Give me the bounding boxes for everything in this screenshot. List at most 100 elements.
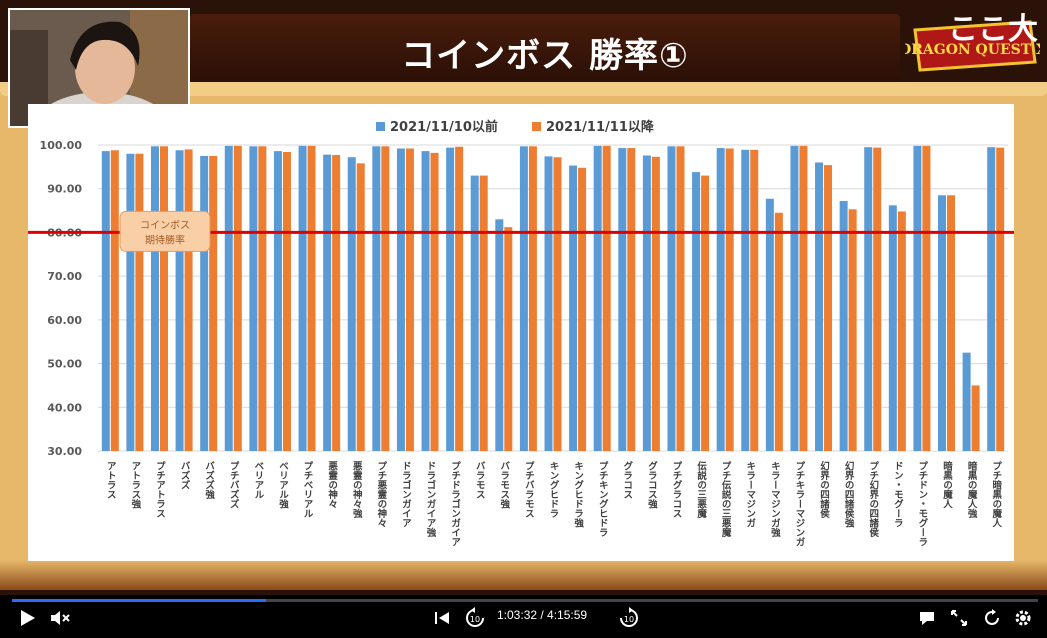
slide-title: コインボス 勝率① bbox=[401, 36, 689, 76]
callout-line2: 期待勝率 bbox=[145, 233, 185, 246]
callout-line1: コインボス bbox=[140, 219, 190, 231]
bar-after bbox=[159, 146, 168, 451]
legend-swatch bbox=[376, 122, 385, 131]
seek-back-button[interactable]: 10 bbox=[464, 607, 486, 634]
x-category-label: バラモス強 bbox=[498, 461, 510, 509]
x-category-label: プチキングヒドラ bbox=[597, 460, 609, 537]
volume-muted-icon bbox=[51, 611, 70, 625]
play-button[interactable] bbox=[18, 609, 36, 632]
corner-overlay-text: ここ大 bbox=[948, 12, 1038, 47]
x-category-label: プチドラゴンガイア bbox=[449, 460, 461, 546]
bar-after bbox=[258, 146, 267, 451]
bar-before bbox=[347, 157, 356, 452]
refresh-button[interactable] bbox=[982, 608, 1002, 633]
x-category-label: プチバラモス bbox=[523, 460, 535, 518]
logo-text: DRAGON QUEST X bbox=[905, 42, 1040, 58]
x-category-label: ドン・モグーラ bbox=[892, 461, 904, 528]
x-category-label: グラコス強 bbox=[646, 460, 658, 509]
x-category-label: キラーマジンガ強 bbox=[769, 461, 781, 538]
bar-before bbox=[888, 205, 897, 451]
player-controls bbox=[0, 595, 1047, 638]
x-category-label: キラーマジンガ bbox=[744, 461, 756, 528]
progress-bar[interactable] bbox=[12, 599, 1038, 602]
y-tick-label: 40.00 bbox=[47, 401, 82, 414]
x-category-label: グラコス bbox=[621, 460, 633, 499]
bar-after bbox=[651, 156, 660, 451]
bar-after bbox=[922, 145, 931, 452]
progress-fill bbox=[12, 599, 267, 602]
bar-before bbox=[396, 148, 405, 452]
bar-after bbox=[209, 155, 218, 451]
bar-before bbox=[249, 146, 258, 451]
x-category-label: 悪霊の神々 bbox=[326, 461, 338, 509]
parchment-bottom-edge bbox=[0, 560, 1047, 590]
bar-after bbox=[947, 195, 956, 451]
bar-after bbox=[553, 157, 562, 452]
bar-after bbox=[332, 155, 341, 451]
x-category-label: 幻界の四諸侯強 bbox=[843, 460, 855, 528]
bar-after bbox=[676, 146, 685, 451]
x-category-label: キングヒドラ bbox=[548, 461, 560, 518]
bar-before bbox=[224, 145, 233, 452]
bar-after bbox=[750, 149, 759, 451]
replay-10-icon: 10 bbox=[466, 607, 484, 627]
bar-after bbox=[504, 227, 513, 451]
bar-after bbox=[799, 145, 808, 452]
bar-before bbox=[298, 145, 307, 452]
previous-button[interactable] bbox=[433, 609, 451, 632]
bar-after bbox=[282, 151, 291, 451]
x-category-label: プチ伝説の三悪魔 bbox=[720, 460, 733, 538]
bar-before bbox=[495, 219, 504, 451]
refresh-icon bbox=[985, 609, 999, 625]
bar-after bbox=[774, 212, 783, 451]
bar-before bbox=[618, 148, 627, 451]
y-tick-label: 70.00 bbox=[47, 270, 82, 283]
x-category-label: プチキラーマジンガ bbox=[793, 460, 805, 547]
bar-after bbox=[135, 153, 144, 451]
x-category-label: アトラス強 bbox=[129, 461, 141, 509]
fullscreen-button[interactable] bbox=[950, 609, 968, 632]
seek-forward-button[interactable]: 10 bbox=[618, 607, 640, 634]
x-category-label: アトラス bbox=[105, 461, 117, 499]
bar-after bbox=[824, 165, 833, 451]
bar-before bbox=[938, 195, 947, 451]
bar-after bbox=[356, 163, 365, 452]
bar-before bbox=[962, 352, 971, 451]
y-tick-label: 100.00 bbox=[40, 139, 83, 152]
seek-forward-label: 10 bbox=[624, 615, 634, 624]
bar-after bbox=[184, 149, 193, 451]
forward-10-icon: 10 bbox=[620, 607, 638, 627]
legend-label: 2021/11/11以降 bbox=[546, 119, 655, 135]
bar-before bbox=[913, 145, 922, 452]
expected-win-rate-callout bbox=[119, 210, 211, 252]
bar-before bbox=[642, 155, 651, 451]
bar-before bbox=[790, 145, 799, 452]
video-frame[interactable]: コインボス 勝率① DRAGON QUEST X ここ大 30.00 40.00 5… bbox=[0, 0, 1047, 595]
title-banner: コインボス 勝率① bbox=[190, 14, 900, 82]
x-category-label: 幻界の四諸侯 bbox=[818, 460, 830, 519]
bar-after bbox=[381, 146, 390, 451]
y-tick-label: 30.00 bbox=[47, 445, 82, 458]
bar-before bbox=[815, 162, 824, 451]
bar-after bbox=[602, 145, 611, 452]
bar-before bbox=[175, 150, 184, 451]
bar-after bbox=[578, 167, 587, 451]
chat-button[interactable] bbox=[919, 610, 935, 631]
bar-before bbox=[519, 146, 528, 451]
legend-label: 2021/11/10以前 bbox=[390, 119, 498, 135]
bar-before bbox=[741, 149, 750, 451]
parchment-top-edge bbox=[0, 82, 1047, 96]
bar-before bbox=[150, 146, 159, 451]
x-category-label: プチ幻界の四諸侯 bbox=[867, 460, 879, 538]
bar-before bbox=[101, 151, 110, 451]
x-category-label: ベリアル bbox=[252, 461, 264, 499]
bar-before bbox=[323, 154, 332, 452]
x-category-label: バズズ bbox=[179, 461, 191, 490]
bar-after bbox=[455, 146, 464, 451]
x-category-label: ドラゴンガイア bbox=[400, 461, 412, 528]
x-category-label: プチアトラス bbox=[154, 460, 166, 518]
settings-button[interactable] bbox=[1013, 608, 1033, 633]
skip-previous-icon bbox=[435, 612, 449, 624]
mute-button[interactable] bbox=[50, 609, 70, 632]
x-category-label: 悪霊の神々強 bbox=[351, 461, 363, 519]
